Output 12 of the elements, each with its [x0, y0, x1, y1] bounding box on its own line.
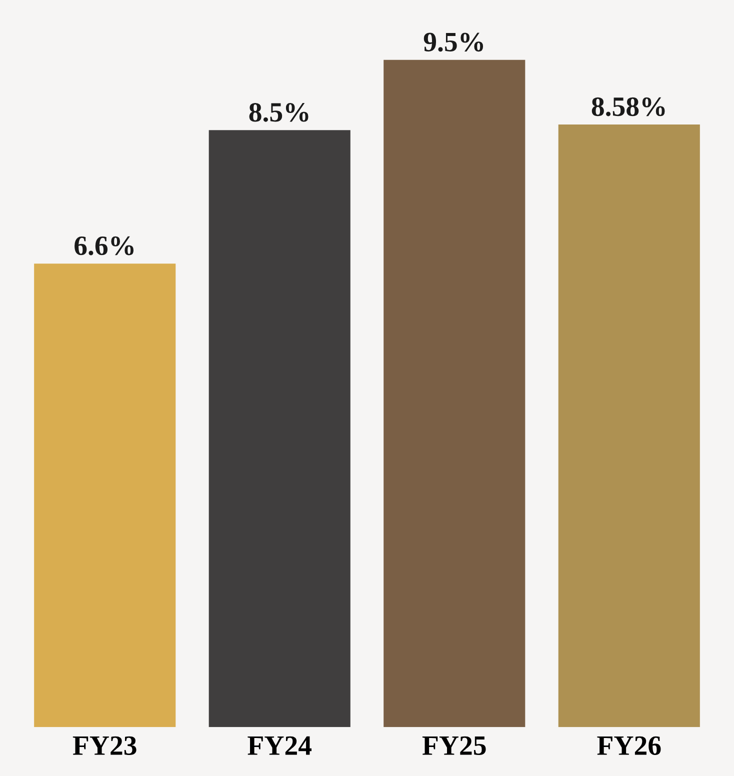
data-label: 8.5%	[249, 102, 308, 122]
bar	[208, 130, 350, 728]
x-tick-label: FY26	[597, 736, 661, 755]
x-tick-label: FY23	[72, 736, 136, 755]
x-tick-label: FY24	[248, 736, 312, 755]
x-tick-label: FY25	[422, 736, 486, 755]
data-label: 8.58%	[592, 97, 665, 116]
bar	[384, 60, 526, 728]
bar	[34, 264, 176, 728]
data-label: 9.5%	[424, 32, 484, 52]
data-label: 6.6%	[74, 236, 134, 256]
bar	[558, 124, 700, 728]
